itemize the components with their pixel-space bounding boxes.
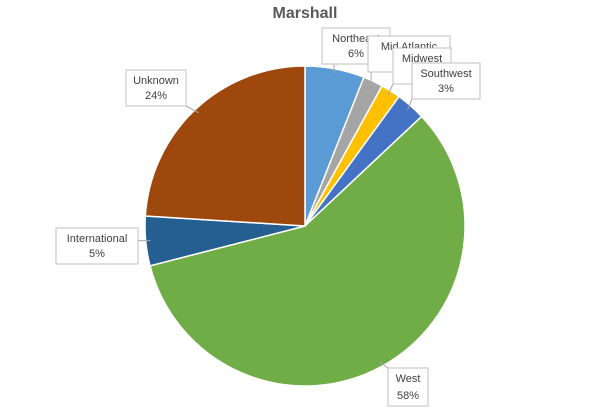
chart-title: Marshall <box>273 5 338 22</box>
legend-label: Unknown <box>133 75 179 87</box>
legend-label: Midwest <box>402 53 442 65</box>
pie-slice <box>149 115 466 387</box>
data-label: 5% <box>89 248 105 260</box>
label-box <box>55 227 139 265</box>
legend-label: International <box>67 233 128 245</box>
leader-line <box>407 98 413 110</box>
leader-line <box>379 361 389 369</box>
leader-line <box>185 105 199 114</box>
data-label: 58% <box>397 390 419 402</box>
label-box <box>411 62 481 100</box>
label-box <box>125 69 187 107</box>
data-label: 24% <box>145 90 167 102</box>
pie-slice <box>144 65 306 227</box>
leader-line <box>387 83 394 96</box>
data-label: 3% <box>438 83 454 95</box>
data-label: 6% <box>348 48 364 60</box>
legend-label: West <box>396 373 421 385</box>
legend-label: Southwest <box>420 68 471 80</box>
label-box <box>387 367 429 407</box>
